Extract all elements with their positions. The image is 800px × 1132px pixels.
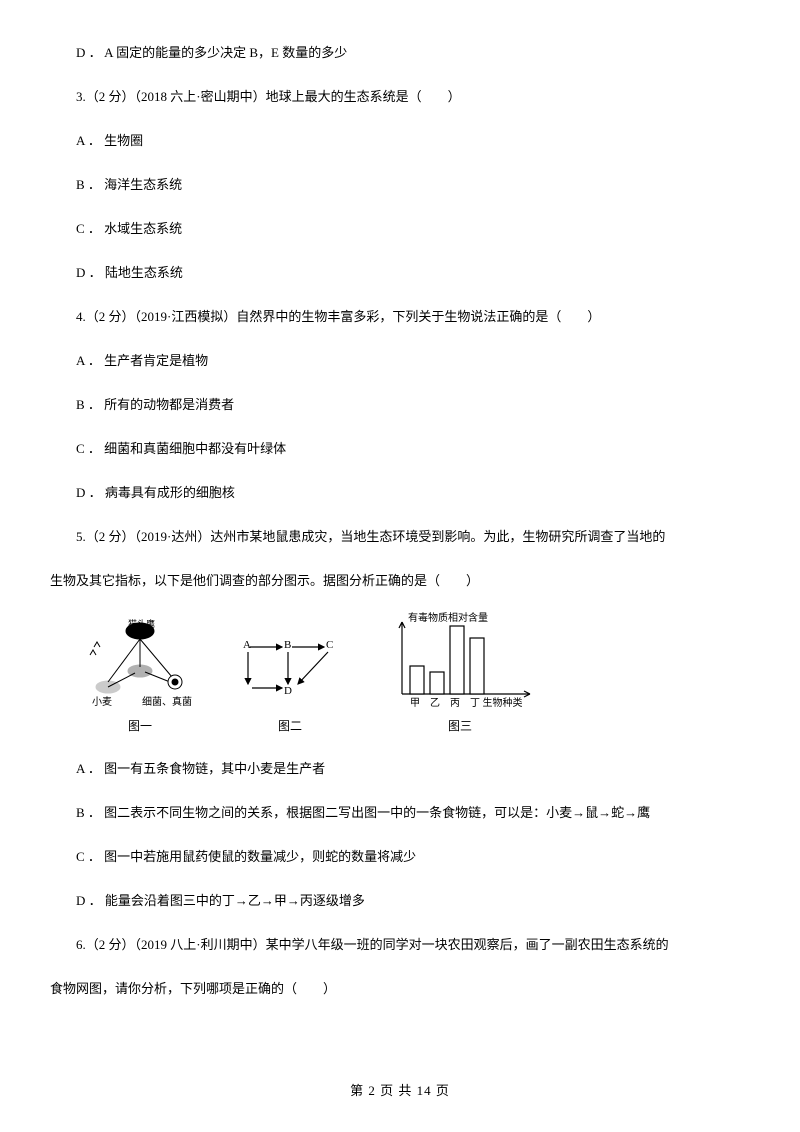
svg-text:乙: 乙: [430, 697, 440, 709]
fig1-label-bl: 小麦: [92, 696, 112, 708]
page-footer: 第 2 页 共 14 页: [0, 1078, 800, 1104]
q3-option-d: D ． 陆地生态系统: [50, 260, 740, 286]
question-5-line2: 生物及其它指标，以下是他们调查的部分图示。据图分析正确的是（ ）: [50, 568, 740, 594]
figure-row: 猫头鹰 小麦 细菌、真菌 图一 A B C D: [80, 612, 740, 738]
q4-option-d: D ． 病毒具有成形的细胞核: [50, 480, 740, 506]
svg-text:丙: 丙: [450, 698, 460, 709]
figure-3-label: 图三: [448, 714, 472, 738]
figure-2-svg: A B C D: [230, 632, 350, 712]
question-5-line1: 5.（2 分）（2019·达州）达州市某地鼠患成灾，当地生态环境受到影响。为此，…: [50, 524, 740, 550]
q3-option-b: B ． 海洋生态系统: [50, 172, 740, 198]
svg-text:A: A: [243, 639, 251, 651]
question-6-line1: 6.（2 分）（2019 八上·利川期中）某中学八年级一班的同学对一块农田观察后…: [50, 932, 740, 958]
figure-3-svg: 有毒物质相对含量 甲 乙 丙 丁 生物种类: [380, 612, 540, 712]
figure-3-block: 有毒物质相对含量 甲 乙 丙 丁 生物种类 图三: [380, 612, 540, 738]
svg-text:C: C: [326, 639, 333, 651]
q4-option-b: B ． 所有的动物都是消费者: [50, 392, 740, 418]
figure-1-label: 图一: [128, 714, 152, 738]
fig1-label-top: 猫头鹰: [128, 618, 155, 629]
q5-option-b: B ． 图二表示不同生物之间的关系，根据图二写出图一中的一条食物链，可以是：小麦…: [50, 800, 740, 826]
svg-text:B: B: [284, 639, 291, 651]
fig3-bars: [410, 626, 484, 694]
fig3-ylabel: 有毒物质相对含量: [408, 612, 488, 624]
q5-option-d: D ． 能量会沿着图三中的丁→乙→甲→丙逐级增多: [50, 888, 740, 914]
figure-1-svg: 猫头鹰 小麦 细菌、真菌: [80, 617, 200, 712]
q3-option-a: A ． 生物圈: [50, 128, 740, 154]
figure-2-label: 图二: [278, 714, 302, 738]
q4-option-a: A ． 生产者肯定是植物: [50, 348, 740, 374]
figure-2-block: A B C D 图二: [230, 632, 350, 738]
q5-option-c: C ． 图一中若施用鼠药使鼠的数量减少，则蛇的数量将减少: [50, 844, 740, 870]
option-d-prev: D ． A 固定的能量的多少决定 B，E 数量的多少: [50, 40, 740, 66]
svg-text:丁 生物种类: 丁 生物种类: [470, 696, 523, 709]
svg-text:D: D: [284, 685, 292, 697]
q4-option-c: C ． 细菌和真菌细胞中都没有叶绿体: [50, 436, 740, 462]
fig1-label-br: 细菌、真菌: [142, 695, 192, 708]
question-4: 4.（2 分）（2019·江西模拟）自然界中的生物丰富多彩，下列关于生物说法正确…: [50, 304, 740, 330]
svg-text:甲: 甲: [410, 698, 420, 709]
question-3: 3.（2 分）（2018 六上·密山期中）地球上最大的生态系统是（ ）: [50, 84, 740, 110]
q5-option-a: A ． 图一有五条食物链，其中小麦是生产者: [50, 756, 740, 782]
figure-1-block: 猫头鹰 小麦 细菌、真菌 图一: [80, 617, 200, 738]
q3-option-c: C ． 水域生态系统: [50, 216, 740, 242]
question-6-line2: 食物网图，请你分析，下列哪项是正确的（ ）: [50, 976, 740, 1002]
